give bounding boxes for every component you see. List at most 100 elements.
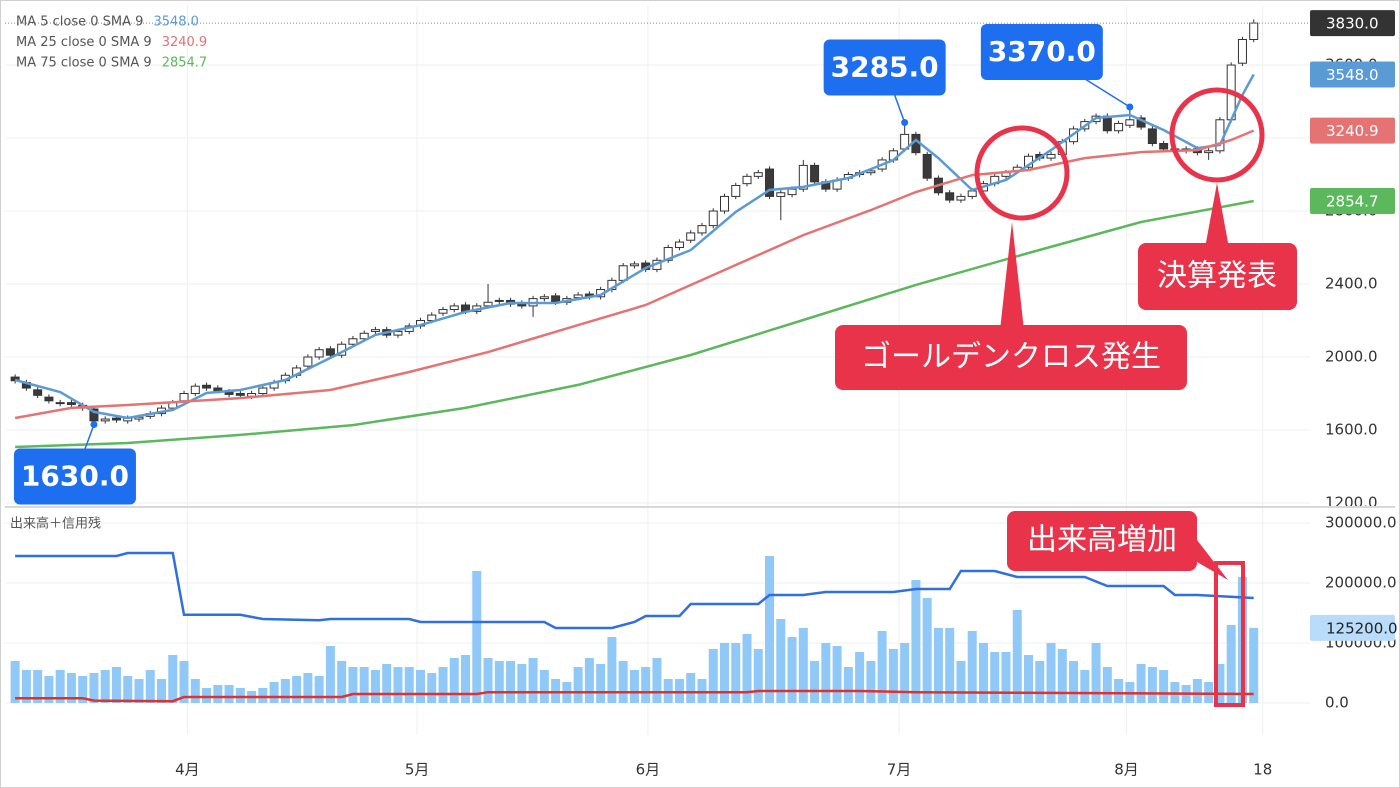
callout-dot	[901, 119, 909, 127]
candle-body	[1125, 119, 1135, 126]
volume-bar	[21, 670, 31, 703]
candle-body	[787, 188, 797, 196]
volume-bar	[213, 685, 223, 703]
volume-bar	[202, 688, 212, 703]
candle-body	[235, 393, 245, 396]
candle-body	[100, 418, 110, 422]
candle-body	[1204, 150, 1214, 154]
volume-bar	[370, 670, 380, 703]
volume-bar	[888, 649, 898, 703]
volume-bar	[314, 676, 324, 703]
volume-bar	[1046, 643, 1056, 703]
volume-bar	[843, 667, 853, 703]
candle-body	[798, 164, 808, 190]
x-tick-label: 18	[1253, 761, 1272, 779]
line-series	[14, 129, 1255, 420]
callout-dot	[90, 421, 98, 429]
candle-body	[438, 309, 448, 314]
highlight-box	[1214, 561, 1245, 707]
volume-bar	[280, 679, 290, 703]
volume-bar	[258, 688, 268, 703]
candle-body	[731, 184, 741, 197]
volume-bar	[1159, 670, 1169, 703]
candle-body	[686, 232, 696, 241]
volume-bar	[1012, 610, 1022, 703]
volume-bar	[494, 661, 504, 703]
volume-bar	[1069, 661, 1079, 703]
volume-bar	[810, 661, 820, 703]
price-badge-label: 3830.0	[1326, 15, 1379, 33]
candle-body	[810, 164, 820, 183]
volume-bar	[990, 652, 1000, 703]
y-tick-label: 200000.0	[1325, 574, 1397, 592]
volume-bar	[1102, 667, 1112, 703]
candle-body	[55, 402, 65, 405]
volume-bar	[945, 628, 955, 703]
volume-bar	[798, 628, 808, 703]
x-tick-label: 5月	[405, 761, 430, 779]
volume-bar	[224, 685, 234, 703]
volume-bar	[157, 679, 167, 703]
y-tick-label: 0.0	[1325, 694, 1349, 712]
y-tick-label: 2000.0	[1325, 348, 1378, 366]
price-badge	[1310, 188, 1395, 215]
volume-bar	[303, 673, 313, 703]
candle-body	[1046, 153, 1056, 159]
volume-bar	[359, 667, 369, 703]
overlay-layer: ゴールデンクロス発生 決算発表 出来高増加 MA 5 close 0 SMA 9…	[13, 10, 1398, 707]
volume-bar	[55, 670, 65, 703]
volume-bar	[1057, 649, 1067, 703]
volume-bar	[911, 580, 921, 703]
volume-bar	[900, 643, 910, 703]
candle-body	[449, 305, 459, 311]
volume-bar	[967, 631, 977, 703]
x-tick-label: 6月	[636, 761, 661, 779]
pointer	[1000, 222, 1024, 330]
candle-body	[494, 299, 504, 302]
candle-body	[314, 349, 324, 358]
candle-body	[202, 384, 212, 389]
candle-body	[111, 417, 121, 421]
volume-bar	[89, 673, 99, 703]
volume-bar	[629, 670, 639, 703]
volume-bar	[78, 676, 88, 703]
volume-bar	[438, 667, 448, 703]
volume-bar	[325, 646, 335, 703]
candle-body	[1237, 38, 1247, 64]
volume-bar	[776, 619, 786, 703]
line-series	[14, 73, 1255, 420]
legend-label: MA 75 close 0 SMA 9	[16, 56, 152, 71]
volume-bar	[832, 646, 842, 703]
annotation-box	[835, 325, 1187, 390]
highlight-circle	[1169, 87, 1265, 183]
candle-body	[303, 356, 313, 367]
line-series	[15, 199, 1254, 449]
candle-body	[393, 330, 403, 336]
candle-body	[776, 192, 786, 197]
volume-bar	[1204, 682, 1214, 703]
volume-bar	[596, 664, 606, 703]
volume-bar	[731, 643, 741, 703]
candle-body	[213, 387, 223, 392]
volume-bar	[719, 643, 729, 703]
pointer	[1205, 183, 1229, 248]
candle-body	[539, 296, 549, 300]
volume-bar	[10, 661, 20, 703]
line-series	[15, 689, 1254, 703]
volume-bar	[123, 676, 133, 703]
callout-box	[13, 448, 136, 505]
price-badge-label: 3240.9	[1326, 122, 1379, 140]
volume-bar	[337, 661, 347, 703]
candle-body	[258, 387, 268, 395]
volume-bar	[1226, 625, 1236, 703]
legend-label: MA 5 close 0 SMA 9	[16, 15, 143, 30]
volume-bar	[348, 667, 358, 703]
volume-bar	[1035, 661, 1045, 703]
volume-bar	[382, 664, 392, 703]
price-badge	[1310, 10, 1395, 37]
volume-bar	[100, 670, 110, 703]
volume-bar	[33, 670, 43, 703]
candle-body	[190, 385, 200, 395]
